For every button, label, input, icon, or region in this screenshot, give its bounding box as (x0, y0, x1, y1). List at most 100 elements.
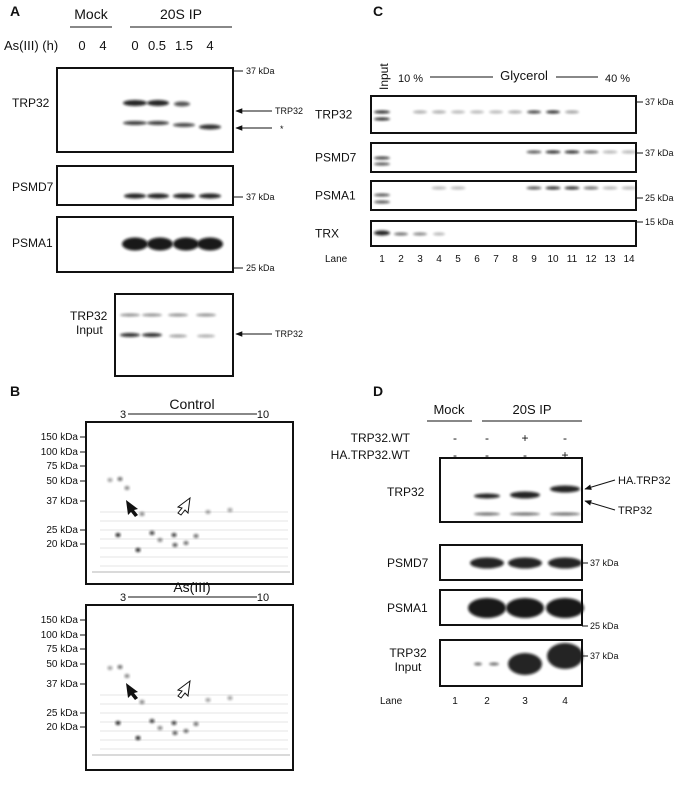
marker-label: 25 kDa (46, 525, 78, 536)
blot-label: TRP32 (12, 96, 50, 110)
blot-label: PSMA1 (387, 601, 428, 615)
lane-label: 1 (452, 696, 458, 707)
band (394, 232, 408, 236)
lane-label: 1.5 (175, 38, 193, 53)
spot (107, 478, 113, 482)
band (506, 598, 544, 618)
spot (157, 538, 163, 542)
band (199, 124, 221, 130)
spot (135, 736, 141, 740)
band (489, 110, 503, 114)
spot (107, 666, 113, 670)
band (545, 186, 561, 190)
sign: - (485, 431, 489, 445)
marker-label: 37 kDa (46, 679, 78, 690)
band (470, 110, 484, 114)
sign: - (563, 431, 567, 445)
lane-label: 1 (379, 254, 385, 265)
spot (171, 533, 177, 537)
spot (227, 696, 233, 700)
marker-label: 25 kDa (590, 621, 619, 631)
band (173, 123, 195, 127)
lane-title: Lane (325, 254, 348, 265)
band (173, 237, 199, 251)
blot-label: PSMA1 (315, 189, 356, 203)
band (468, 598, 506, 618)
sign: - (523, 448, 527, 462)
band (169, 334, 187, 338)
band (124, 193, 146, 199)
open-arrow (176, 496, 191, 516)
spot (149, 531, 155, 535)
spot (183, 541, 189, 545)
condition-label: HA.TRP32.WT (331, 448, 411, 462)
lane-label: 12 (585, 254, 597, 265)
band (122, 237, 148, 251)
spot (205, 510, 211, 514)
marker-label: 25 kDa (46, 708, 78, 719)
lane-label: 10 (547, 254, 559, 265)
panel-label: B (10, 383, 20, 399)
lane-label: 11 (567, 254, 578, 265)
sign: - (453, 448, 457, 462)
lane-label: 0.5 (148, 38, 166, 53)
band (168, 313, 188, 317)
band (123, 100, 147, 106)
marker-label: 75 kDa (46, 461, 78, 472)
band (433, 232, 445, 236)
band (583, 150, 599, 154)
band (546, 110, 560, 114)
band (621, 186, 637, 190)
spot (117, 477, 123, 481)
band (413, 110, 427, 114)
marker-label: 20 kDa (46, 539, 78, 550)
band (526, 186, 542, 190)
marker-label: 37 kDa (246, 192, 275, 202)
condition-label: TRP32.WT (351, 431, 411, 445)
band (374, 193, 390, 197)
band (432, 110, 446, 114)
lane-label: 0 (131, 38, 138, 53)
blot-frame (56, 67, 234, 153)
group-label: 20S IP (160, 6, 202, 22)
lane-label: 9 (531, 254, 537, 265)
band (470, 557, 504, 569)
blot-label: PSMD7 (387, 556, 429, 570)
sign: + (521, 431, 528, 445)
lane-label: 7 (493, 254, 499, 265)
band (550, 512, 580, 516)
blot-label: PSMD7 (12, 180, 54, 194)
blot-label: TRP32 (387, 485, 425, 499)
marker-label: 37 kDa (46, 496, 78, 507)
band (602, 150, 618, 154)
blot-label: TRP32 (70, 309, 108, 323)
band (527, 110, 541, 114)
band (564, 186, 580, 190)
open-arrow (176, 679, 191, 699)
marker-label: 37 kDa (645, 148, 674, 158)
band (474, 512, 500, 516)
spot (139, 512, 145, 516)
band (374, 110, 390, 114)
band (510, 491, 540, 499)
marker-label: 25 kDa (645, 193, 674, 203)
band (550, 485, 580, 493)
marker-label: 37 kDa (590, 558, 619, 568)
band (199, 193, 221, 199)
marker-label: 150 kDa (41, 432, 79, 443)
band (374, 162, 390, 166)
filled-arrow (126, 683, 138, 700)
group-label: 20S IP (512, 402, 551, 417)
gradient-label: 40 % (605, 73, 630, 85)
band (142, 333, 162, 337)
band (546, 598, 584, 618)
lane-label: 4 (436, 254, 442, 265)
band (197, 237, 223, 251)
lane-label: 4 (562, 696, 568, 707)
marker-label: 20 kDa (46, 722, 78, 733)
band (548, 557, 582, 569)
lane-title: Lane (380, 696, 403, 707)
spot (183, 729, 189, 733)
spot (205, 698, 211, 702)
